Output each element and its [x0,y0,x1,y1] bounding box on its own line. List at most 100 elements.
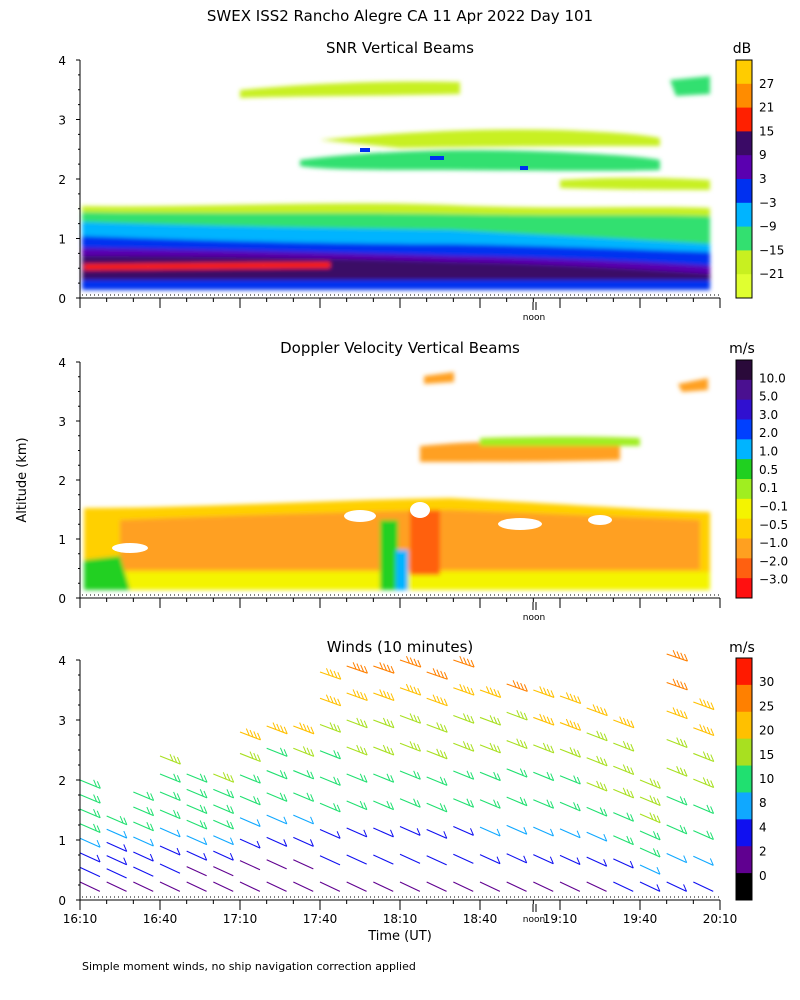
colorbar-label: 10.0 [759,371,786,385]
wind-barb [186,773,208,783]
wind-barb-feather [649,778,654,786]
wind-barb-feather [626,765,631,774]
wind-barb-feather [96,854,101,863]
wind-barb-feather [363,720,368,728]
wind-barb [613,765,634,776]
wind-barb-feather [416,772,421,780]
wind-barb [453,714,475,724]
wind-barb-feather [230,806,235,814]
wind-barb-feather [386,664,391,673]
wind-barb [613,788,634,799]
wind-barb-feather [683,740,688,748]
wind-barb [79,794,101,804]
snr-patch-35km [240,81,460,98]
wind-barb [666,767,688,777]
wind-barb-feather [436,669,441,677]
wind-barb-feather [520,682,525,691]
colorbar-label: −21 [759,267,784,281]
wind-barb-feather [359,746,364,754]
wind-barb-feather [146,791,151,800]
wind-barb-feather [359,773,364,781]
wind-barb-feather [573,721,578,730]
doppler-upper-layer [420,441,620,462]
colorbar-label: 0.1 [759,481,778,495]
wind-barb [106,868,127,879]
y-tick-label: 1 [58,233,66,247]
wind-barb-feather [409,657,414,665]
wind-barb [346,827,368,838]
x-tick-label: 19:40 [623,912,658,926]
wind-barb-feather [603,783,608,792]
wind-barb-feather [710,780,715,788]
wind-barb-feather [600,732,604,740]
wind-barb-feather [470,716,475,724]
colorbar-swatch [736,658,752,686]
wind-barb [693,881,714,892]
x-tick-label: 18:40 [463,912,498,926]
wind-barb-feather [470,828,474,836]
wind-barb-feather [459,683,464,692]
wind-barb-feather [283,749,288,757]
wind-barb-feather [226,773,231,781]
wind-barb [533,744,555,754]
wind-barb-feather [302,723,307,732]
wind-barb [613,881,634,892]
wind-barb [186,804,208,814]
wind-barb [586,831,608,842]
snr-patch-27km [320,129,660,148]
wind-barb-feather [622,787,627,796]
wind-barb [373,854,394,865]
wind-barb-feather [699,698,704,706]
wind-barb-feather [413,770,418,778]
wind-barb-feather [432,668,437,676]
wind-barb-feather [329,669,334,677]
wind-barb [239,774,261,784]
wind-barb-feather [550,690,555,698]
wind-barb-feather [229,853,234,861]
wind-barb-feather [306,725,311,733]
wind-barb-feather [337,751,341,760]
wind-barb [399,825,421,836]
wind-barb [239,860,261,871]
wind-barb [666,795,688,806]
wind-barb [639,796,661,807]
wind-barb [399,798,421,808]
wind-barb [293,725,315,735]
wind-barb-feather [417,744,421,752]
wind-barb [453,659,475,668]
wind-barb-feather [306,792,311,801]
wind-barb [373,719,395,729]
wind-barb-feather [676,766,681,774]
wind-barb-feather [443,751,448,760]
colorbar-label: 27 [759,77,774,91]
wind-barb-feather [592,704,597,712]
wind-barb [639,779,661,789]
wind-barb-feather [630,743,635,752]
wind-barb-feather [516,738,521,746]
wind-barb [346,746,368,756]
wind-barb [213,850,234,861]
wind-barb [559,854,581,866]
wind-barb-feather [199,804,204,813]
colorbar-swatch [736,738,752,767]
wind-barb-feather [577,696,582,704]
wind-barb-feather [676,737,681,745]
wind-barb [159,863,181,874]
wind-barb [266,747,288,757]
wind-barb [239,817,261,827]
wind-barb-feather [337,698,342,706]
wind-barb-feather [253,731,258,739]
wind-barb-feather [702,777,707,785]
wind-barb [479,771,501,782]
wind-barb-feather [672,707,677,715]
wind-barb-feather [470,659,475,668]
wind-barb-feather [596,730,601,739]
wind-barb-feather [360,691,365,700]
wind-barb [266,814,288,825]
wind-barb-feather [679,796,684,804]
wind-barb-feather [123,857,128,865]
wind-barb-feather [310,816,314,825]
wind-barb-feather [436,722,441,730]
wind-barb [133,866,154,877]
wind-barb-feather [390,693,395,701]
